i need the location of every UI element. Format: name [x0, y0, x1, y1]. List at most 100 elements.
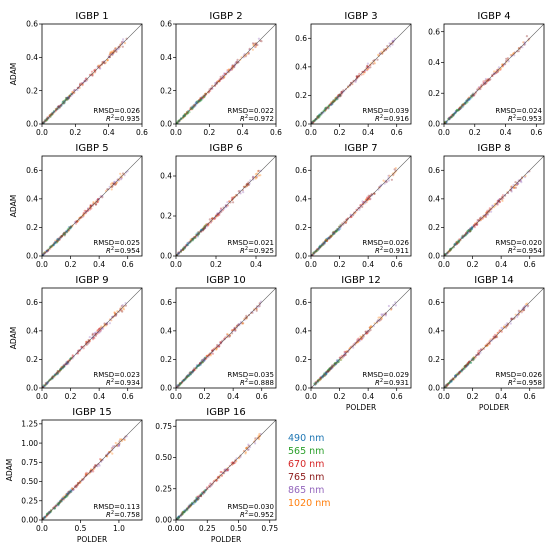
scatter-point [330, 103, 333, 106]
scatter-point [468, 98, 471, 101]
scatter-point [322, 242, 325, 245]
scatter-point [113, 181, 116, 184]
y-tick-label: 0.6 [160, 20, 172, 29]
scatter-point [81, 84, 84, 87]
scatter-point [121, 40, 124, 43]
scatter-point [258, 305, 261, 308]
scatter-point [56, 372, 59, 375]
scatter-point [122, 38, 125, 41]
y-tick-label: 0.0 [295, 384, 307, 393]
scatter-point [82, 477, 85, 480]
rmsd-label: RMSD=0.023 [93, 371, 140, 379]
scatter-point [49, 246, 52, 249]
x-tick-label: 0.00 [168, 524, 185, 533]
scatter-point [456, 241, 459, 244]
scatter-point [517, 50, 520, 53]
scatter-point [384, 314, 387, 317]
scatter-point [509, 53, 512, 57]
scatter-point [455, 374, 458, 377]
scatter-point [317, 115, 320, 118]
scatter-point [475, 354, 478, 357]
scatter-point [188, 504, 191, 507]
y-tick-label: 0.4 [295, 195, 307, 204]
scatter-point [358, 208, 361, 211]
x-axis-label: POLDER [346, 403, 376, 412]
scatter-point [219, 207, 223, 210]
scatter-point [88, 336, 91, 339]
scatter-point [470, 227, 473, 230]
x-tick-label: 0.2 [467, 260, 479, 269]
scatter-point [465, 232, 468, 235]
scatter-point [451, 377, 454, 380]
scatter-point [499, 329, 502, 333]
scatter-point [48, 116, 51, 119]
scatter-point [241, 322, 244, 325]
axes-frame [41, 155, 143, 257]
scatter-point [232, 65, 235, 68]
y-tick-label: 0.6 [160, 298, 172, 307]
scatter-point [222, 76, 225, 79]
rmsd-label: RMSD=0.024 [495, 107, 542, 115]
scatter-point [373, 62, 376, 65]
y-tick-label: 0.75 [155, 422, 172, 431]
scatter-point [67, 362, 70, 365]
panel-igbp-5: IGBP 5 0.0 0.2 0.4 0.6 0.0 0.2 0.4 0.6 RMSD=0.025… [9, 143, 143, 269]
scatter-point [346, 85, 350, 88]
scatter-point [111, 445, 115, 448]
scatter-point [500, 326, 503, 329]
scatter-point [500, 330, 503, 333]
scatter-point [211, 349, 214, 352]
panel-igbp-12: IGBP 12 0.0 0.2 0.4 0.6 0.0 0.2 0.4 0.6 RMSD=0.02… [295, 275, 412, 412]
scatter-point [482, 80, 485, 83]
scatter-point [49, 245, 52, 249]
scatter-point [354, 80, 357, 83]
scatter-point [316, 117, 319, 120]
scatter-point [329, 367, 332, 370]
scatter-point [211, 84, 214, 87]
scatter-point [61, 496, 64, 499]
x-tick-label: 0.75 [261, 524, 278, 533]
scatter-point [387, 179, 390, 182]
scatter-point [334, 362, 337, 365]
scatter-point [232, 201, 235, 204]
scatter-point [476, 223, 479, 226]
scatter-point [199, 362, 202, 365]
scatter-point [318, 246, 321, 249]
scatter-point [259, 174, 262, 177]
panel-title: IGBP 7 [344, 143, 377, 154]
scatter-point [518, 47, 521, 50]
one-to-one-line [311, 288, 411, 388]
scatter-point [61, 102, 64, 105]
scatter-point [486, 209, 489, 212]
x-axis-label: POLDER [479, 403, 509, 412]
scatter-point [484, 215, 488, 218]
y-tick-label: 0.0 [26, 120, 38, 129]
scatter-point [514, 184, 517, 187]
scatter-point [466, 99, 469, 102]
scatter-point [321, 110, 325, 113]
scatter-point [55, 240, 58, 243]
one-to-one-line [42, 24, 142, 124]
scatter-point [123, 438, 126, 442]
y-tick-label: 0.4 [428, 195, 440, 204]
scatter-point [489, 338, 492, 341]
scatter-point [49, 510, 53, 513]
y-tick-label: 0.4 [26, 53, 38, 62]
scatter-point [108, 451, 111, 454]
scatter-point [98, 327, 101, 330]
scatter-point [55, 240, 58, 243]
panel-title: IGBP 12 [341, 275, 381, 286]
scatter-point [45, 382, 48, 385]
x-tick-label: 0.0 [36, 128, 48, 137]
r2-label: R2=0.954 [508, 246, 543, 255]
scatter-point [369, 198, 372, 201]
scatter-point [461, 369, 464, 372]
scatter-point [123, 42, 127, 45]
scatter-point [89, 471, 92, 474]
r2-label: R2=0.952 [240, 510, 274, 519]
r2-label: R2=0.958 [508, 378, 542, 387]
scatter-point [337, 229, 340, 232]
scatter-point [337, 94, 340, 98]
scatter-point [113, 311, 116, 315]
scatter-point [97, 198, 100, 201]
